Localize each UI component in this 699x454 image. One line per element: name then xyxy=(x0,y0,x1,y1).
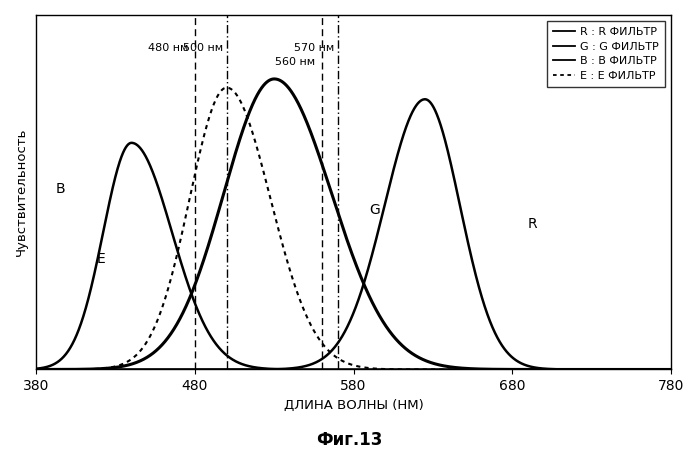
Text: 480 нм: 480 нм xyxy=(148,43,189,53)
Text: E: E xyxy=(96,252,106,266)
Text: B: B xyxy=(55,183,65,196)
X-axis label: ДЛИНА ВОЛНЫ (НМ): ДЛИНА ВОЛНЫ (НМ) xyxy=(284,399,424,412)
Text: 500 нм: 500 нм xyxy=(183,43,224,53)
Legend: R : R ФИЛЬТР, G : G ФИЛЬТР, B : B ФИЛЬТР, E : Е ФИЛЬТР: R : R ФИЛЬТР, G : G ФИЛЬТР, B : B ФИЛЬТР… xyxy=(547,20,665,87)
Text: Фиг.13: Фиг.13 xyxy=(317,431,382,449)
Text: R: R xyxy=(528,217,538,231)
Text: 560 нм: 560 нм xyxy=(275,57,315,67)
Text: 570 нм: 570 нм xyxy=(294,43,335,53)
Text: G: G xyxy=(370,202,380,217)
Y-axis label: Чувствительность: Чувствительность xyxy=(15,128,28,257)
